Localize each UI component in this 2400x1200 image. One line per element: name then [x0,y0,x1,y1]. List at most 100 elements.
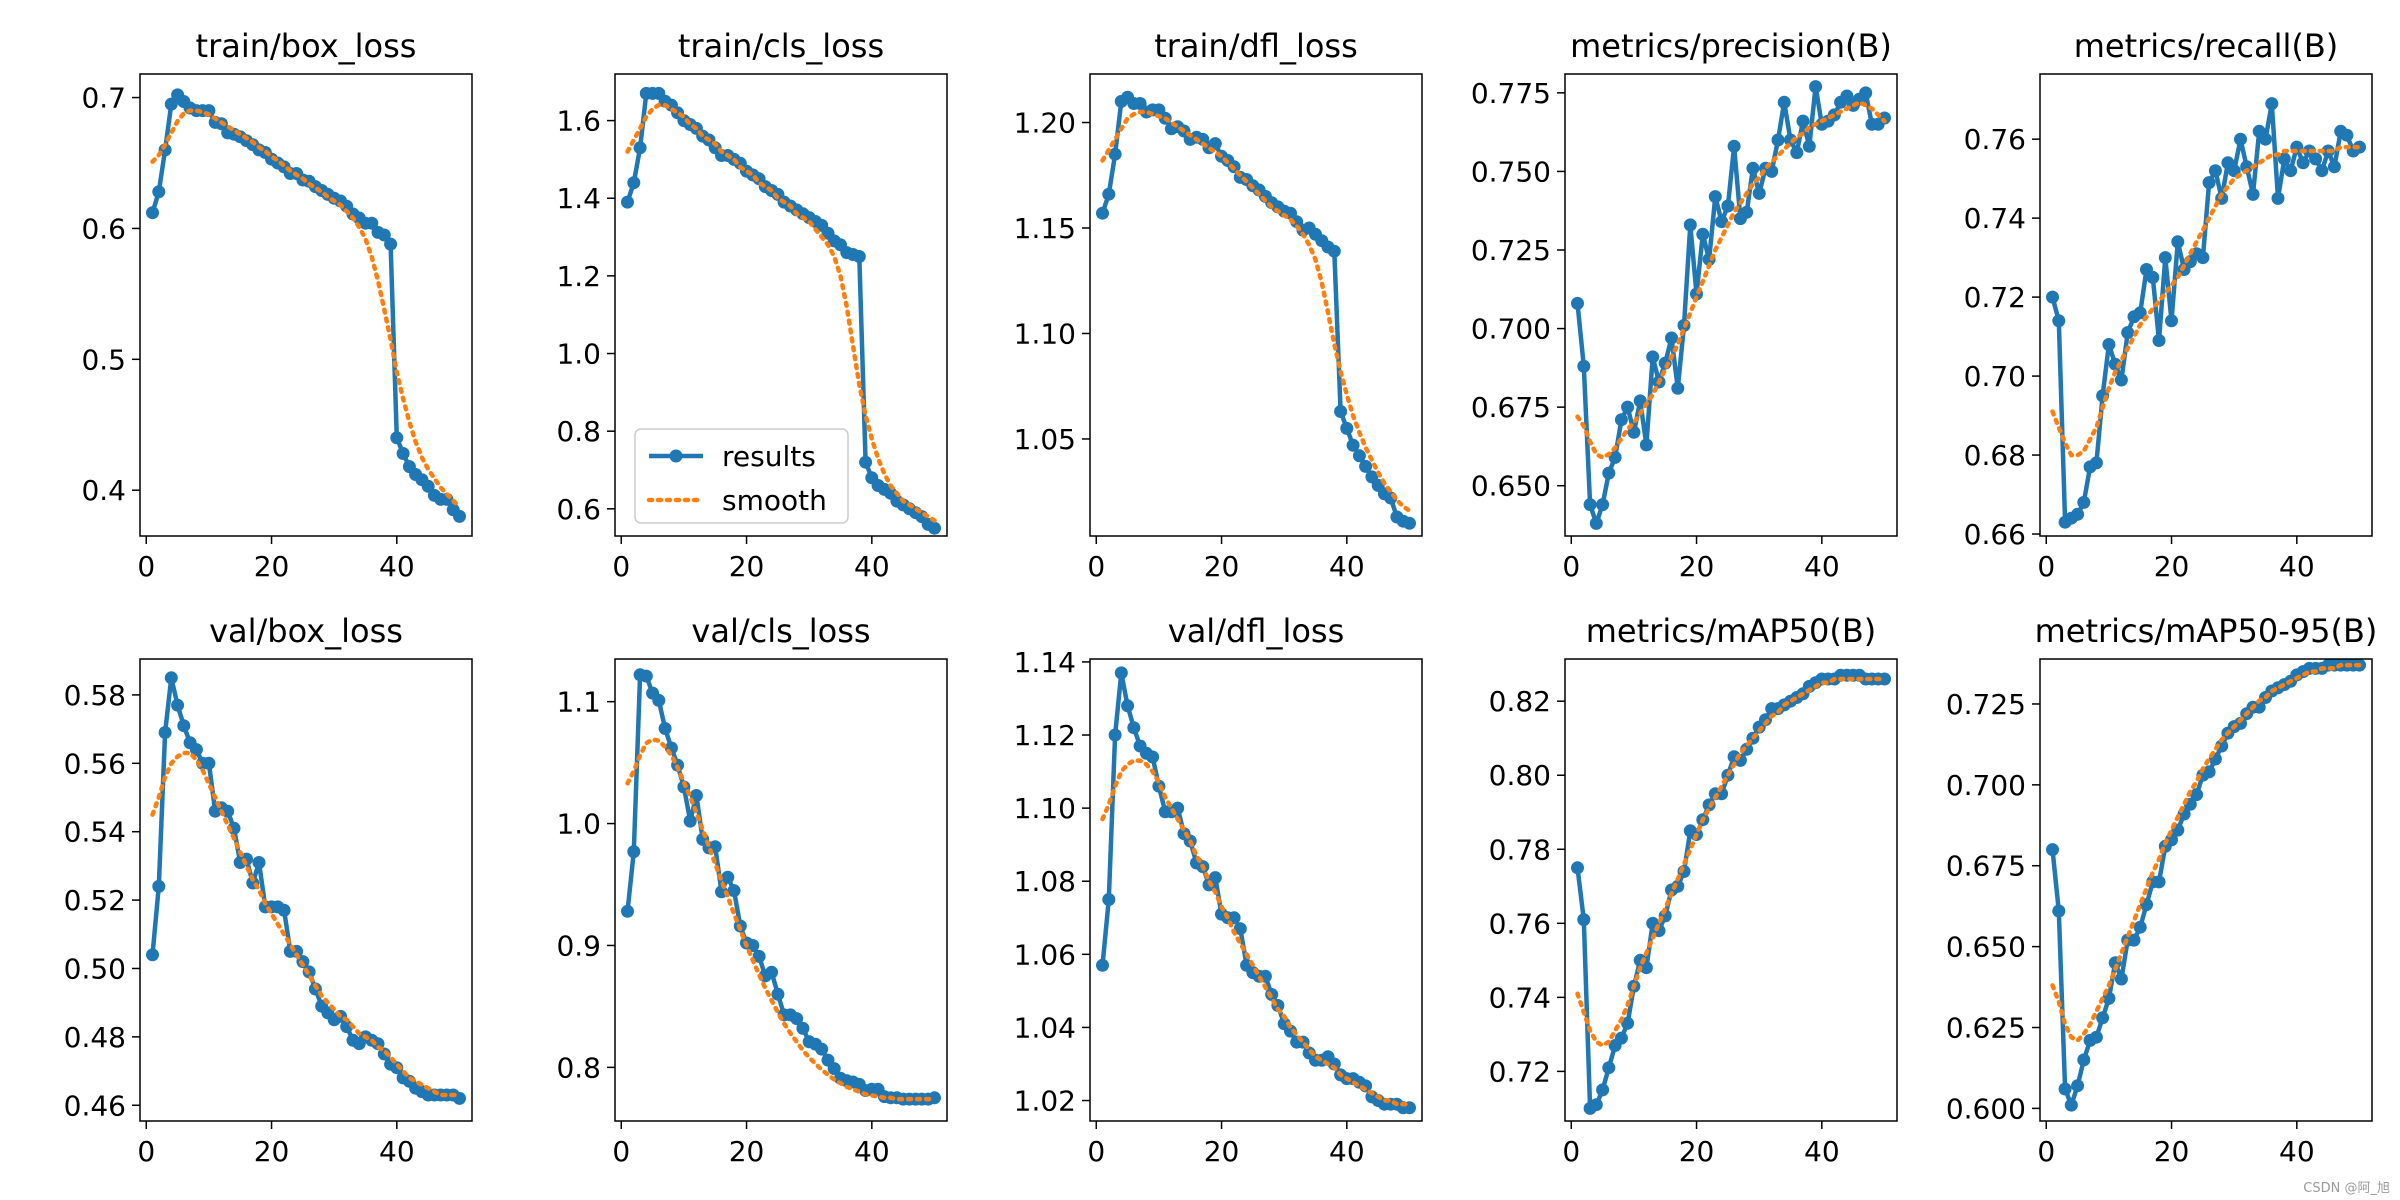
results-point [765,965,779,979]
subplot-1: train/cls_loss 0 20 40 0.6 0.8 1.0 1.2 1.4 1.6 res… [556,27,948,583]
results-point [1602,1061,1616,1075]
subplot-title: metrics/mAP50(B) [1586,612,1877,650]
x-tick-label: 40 [1329,550,1365,583]
y-tick-label: 0.70 [1964,360,2026,393]
results-point [2089,1030,2103,1044]
results-point [1583,498,1597,512]
results-point [683,814,697,828]
subplot-title: val/box_loss [209,612,403,650]
watermark: CSDN @阿_旭 [2303,1181,2390,1196]
y-tick-label: 0.48 [64,1021,126,1054]
results-point [2146,270,2160,284]
y-tick-label: 1.15 [1014,212,1076,245]
y-tick-label: 0.78 [1489,833,1551,866]
subplot-title: metrics/mAP50-95(B) [2035,612,2378,650]
results-point [189,743,203,757]
x-tick-label: 20 [1204,550,1240,583]
y-tick-label: 0.66 [1964,518,2026,551]
results-point [152,879,166,893]
results-point [164,671,178,685]
results-point [1403,516,1416,530]
results-point [1102,893,1116,906]
x-tick-label: 0 [2037,550,2055,583]
results-point [2234,132,2247,146]
results-point [2158,251,2172,265]
results-point [2046,290,2059,304]
results-point [1796,114,1810,128]
results-point [1121,699,1135,713]
results-point [2340,128,2354,142]
results-point [746,939,760,952]
legend-results-label: results [722,440,816,473]
results-point [633,141,647,155]
results-point [1102,187,1116,201]
y-tick-label: 1.1 [556,686,601,719]
results-point [1878,111,1891,125]
results-point [2315,164,2329,178]
results-point [1571,861,1584,875]
results-point [1665,331,1678,345]
y-tick-label: 0.80 [1489,759,1551,792]
results-line [150,92,462,518]
results-point [2271,191,2285,205]
results-point [2215,739,2229,753]
results-point [771,987,785,1001]
results-point [1589,516,1603,530]
results-point [1577,359,1591,373]
results-line [1100,670,1410,1111]
y-tick-label: 0.6 [556,493,601,526]
y-tick-label: 0.625 [1946,1012,2026,1045]
results-point [658,722,672,735]
x-tick-label: 40 [2279,1135,2315,1168]
results-point [2152,875,2166,889]
subplot-title: train/cls_loss [678,27,884,65]
subplot-8: metrics/mAP50(B) 0 20 40 0.72 0.74 0.76 0.78 0.8… [1489,612,1898,1168]
results-point [2096,1011,2110,1025]
y-tick-label: 0.50 [64,952,126,985]
results-point [277,903,291,917]
results-point [2259,132,2272,146]
axes-frame [1089,658,1423,1122]
results-point [1859,86,1873,100]
results-point [2064,1098,2078,1112]
y-tick-label: 0.4 [81,474,126,507]
subplot-2: train/dfl_loss 0 20 40 1.05 1.10 1.15 1.20 [1014,27,1423,583]
y-tick-label: 0.76 [1489,907,1551,940]
y-tick-label: 0.72 [1964,281,2026,314]
results-point [621,195,634,209]
results-point [796,1021,810,1035]
results-point [2309,152,2323,166]
y-tick-label: 0.725 [1946,688,2026,721]
y-tick-label: 1.4 [556,182,601,215]
results-point [2240,160,2254,174]
y-tick-label: 0.82 [1489,685,1551,718]
results-point [639,669,653,683]
results-point [1096,206,1109,220]
results-point [171,698,185,712]
smooth-line [1575,676,1887,1049]
y-tick-label: 0.74 [1489,981,1551,1014]
x-tick-label: 0 [1562,1135,1580,1168]
results-point [752,949,766,963]
y-tick-label: 0.54 [64,816,126,849]
results-point [859,455,873,469]
y-tick-label: 0.750 [1471,155,1551,188]
results-point [1608,450,1622,464]
x-tick-label: 0 [1087,550,1105,583]
results-point [1108,728,1122,742]
smooth-line [150,750,462,1098]
results-point [1802,139,1816,153]
x-tick-label: 40 [2279,550,2315,583]
results-point [202,756,216,770]
results-point [2202,765,2216,779]
y-tick-label: 0.600 [1946,1092,2026,1125]
results-point [1614,1031,1628,1045]
results-point [1621,400,1635,414]
smooth-line [1575,99,1887,460]
results-point [2114,373,2128,387]
results-point [727,884,741,898]
results-point [627,176,641,190]
subplot-0: train/box_loss 0 20 40 0.4 0.5 0.6 0.7 [81,27,473,583]
results-point [1790,146,1804,160]
x-tick-label: 20 [2154,550,2190,583]
